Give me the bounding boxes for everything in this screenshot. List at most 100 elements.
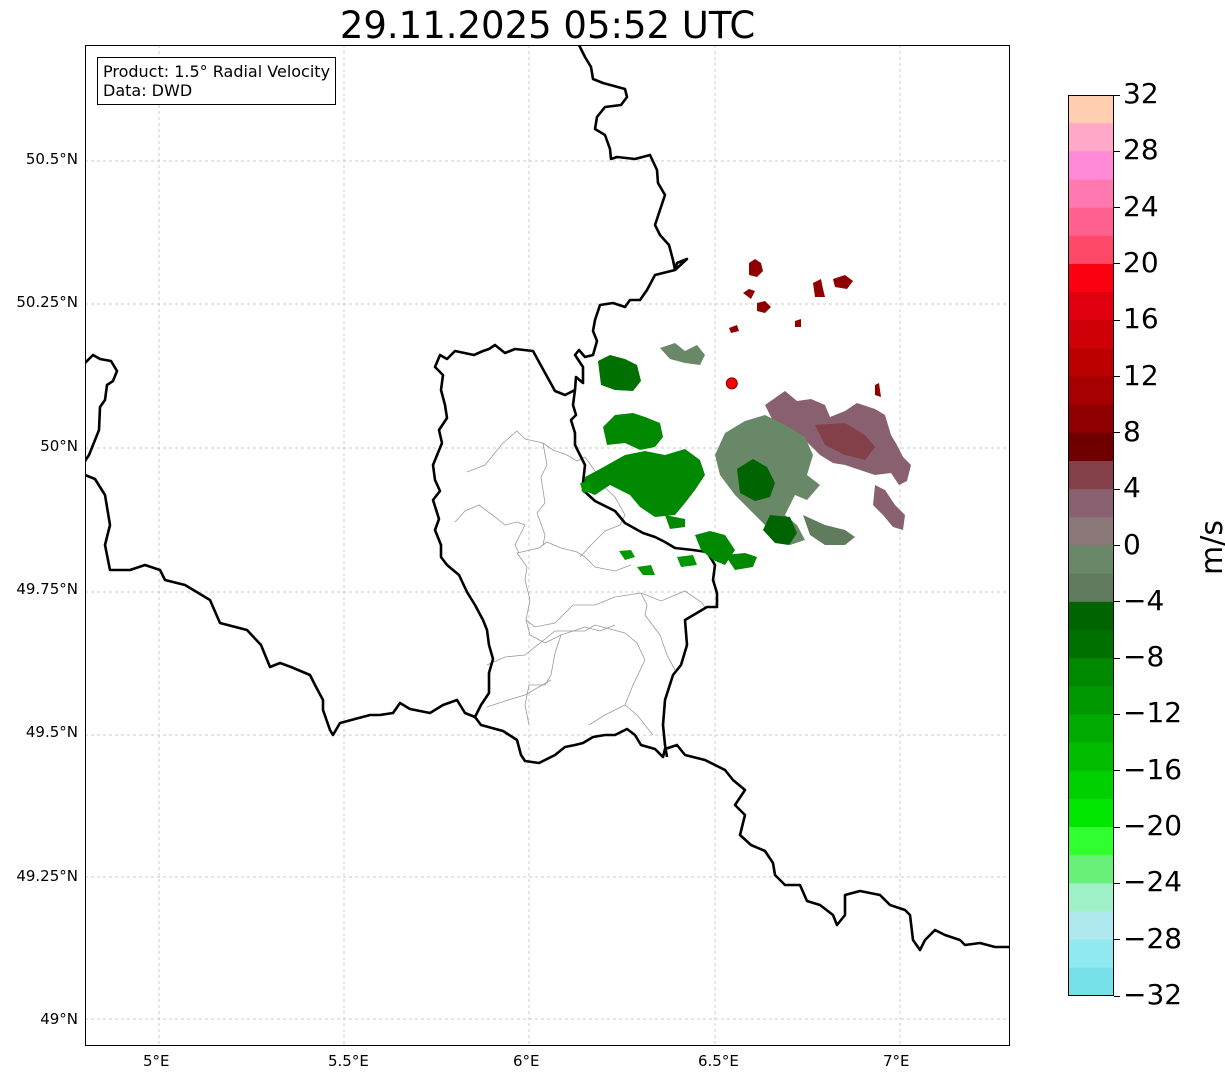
colorbar-tick-label: −16 [1123, 752, 1183, 786]
colorbar-segment [1068, 235, 1114, 265]
colorbar-tick-mark [1114, 826, 1120, 828]
echo-cell [583, 449, 705, 517]
echo-cell [749, 259, 763, 277]
echo-cell [873, 485, 905, 530]
colorbar-segment [1068, 432, 1114, 462]
x-tick-label: 5°E [143, 1052, 170, 1070]
colorbar-segment [1068, 714, 1114, 744]
colorbar-tick-label: −4 [1123, 583, 1165, 617]
colorbar-border [1068, 95, 1114, 996]
colorbar-segment [1068, 855, 1114, 884]
echo-cell [763, 515, 797, 545]
colorbar-tick-mark [1114, 94, 1120, 96]
colorbar-segment [1068, 95, 1114, 124]
echo-cell [875, 383, 881, 397]
data-source-label: Data: DWD [103, 81, 193, 100]
x-tick-label: 6°E [513, 1052, 540, 1070]
colorbar-tick-mark [1114, 995, 1120, 997]
echo-cell [725, 553, 757, 570]
echo-cell [598, 355, 641, 391]
colorbar-segment [1068, 770, 1114, 800]
colorbar-segment [1068, 911, 1114, 941]
echo-cell [729, 325, 739, 333]
colorbar-segment [1068, 827, 1114, 856]
colorbar-tick-mark [1114, 376, 1120, 378]
radar-site-marker[interactable] [725, 377, 738, 390]
colorbar-unit-label: m/s [1194, 520, 1225, 575]
colorbar-segment [1068, 545, 1114, 575]
product-label: Product: 1.5° Radial Velocity [103, 62, 331, 81]
x-tick-label: 6.5°E [698, 1052, 739, 1070]
y-tick-label: 49.5°N [25, 723, 78, 742]
colorbar-tick-mark [1114, 939, 1120, 941]
echo-cell [813, 279, 825, 297]
colorbar-segment [1068, 601, 1114, 631]
map-area[interactable] [85, 45, 1010, 1046]
map-title: 29.11.2025 05:52 UTC [339, 4, 756, 47]
colorbar-tick-label: −28 [1123, 921, 1183, 955]
colorbar-tick-label: −32 [1123, 978, 1183, 1011]
colorbar-tick-label: 16 [1123, 302, 1159, 336]
colorbar-tick-label: 8 [1123, 414, 1141, 448]
colorbar-segment [1068, 461, 1114, 490]
colorbar-segment [1068, 151, 1114, 181]
colorbar-segment [1068, 207, 1114, 237]
colorbar-tick-label: 32 [1123, 77, 1159, 110]
colorbar-tick-label: 12 [1123, 358, 1159, 392]
colorbar-segment [1068, 320, 1114, 350]
colorbar-tick-label: −8 [1123, 640, 1165, 674]
colorbar-tick-mark [1114, 657, 1120, 659]
colorbar-segment [1068, 629, 1114, 659]
colorbar-tick-label: −12 [1123, 696, 1183, 730]
colorbar-tick-label: −24 [1123, 865, 1183, 899]
colorbar-tick-mark [1114, 207, 1120, 209]
colorbar-segment [1068, 883, 1114, 913]
echo-cell [815, 423, 875, 460]
colorbar-tick-label: 24 [1123, 189, 1159, 223]
colorbar-segment [1068, 376, 1114, 406]
echo-cell [803, 515, 855, 545]
radar-echoes [580, 259, 911, 575]
echo-cell [665, 515, 685, 529]
echo-cell [743, 289, 755, 299]
colorbar-tick-mark [1114, 150, 1120, 152]
colorbar-tick-mark [1114, 263, 1120, 265]
colorbar-tick-mark [1114, 601, 1120, 603]
colorbar-segment [1068, 686, 1114, 716]
echo-cell [677, 555, 697, 567]
echo-cell [637, 565, 655, 575]
colorbar-tick-label: 20 [1123, 245, 1159, 279]
colorbar-segment [1068, 573, 1114, 603]
echo-cell [795, 319, 801, 327]
x-tick-label: 7°E [883, 1052, 910, 1070]
y-tick-label: 49.25°N [16, 866, 78, 885]
echo-cell [580, 481, 593, 493]
colorbar-segment [1068, 742, 1114, 772]
colorbar-segment [1068, 123, 1114, 152]
gridlines [85, 45, 1010, 1046]
y-tick-label: 49°N [40, 1010, 78, 1029]
colorbar-tick-mark [1114, 488, 1120, 490]
colorbar-segment [1068, 348, 1114, 378]
colorbar-tick-label: 4 [1123, 471, 1141, 505]
echo-cell [695, 531, 735, 565]
colorbar-segment [1068, 263, 1114, 293]
colorbar-segment [1068, 967, 1114, 996]
colorbar-tick-mark [1114, 882, 1120, 884]
y-tick-label: 50°N [40, 436, 78, 455]
y-tick-label: 50.5°N [25, 149, 78, 168]
colorbar-tick-mark [1114, 713, 1120, 715]
echo-cell [757, 301, 771, 313]
colorbar-tick-label: −20 [1123, 809, 1183, 843]
colorbar-segment [1068, 939, 1114, 969]
echo-cell [833, 275, 853, 289]
colorbar-tick-mark [1114, 770, 1120, 772]
colorbar-tick-mark [1114, 432, 1120, 434]
colorbar-segment [1068, 179, 1114, 209]
echo-cell [660, 343, 705, 365]
echo-cell [603, 413, 663, 450]
colorbar-segment [1068, 489, 1114, 518]
colorbar-tick-label: 28 [1123, 133, 1159, 167]
colorbar-segment [1068, 658, 1114, 687]
y-tick-label: 49.75°N [16, 579, 78, 598]
